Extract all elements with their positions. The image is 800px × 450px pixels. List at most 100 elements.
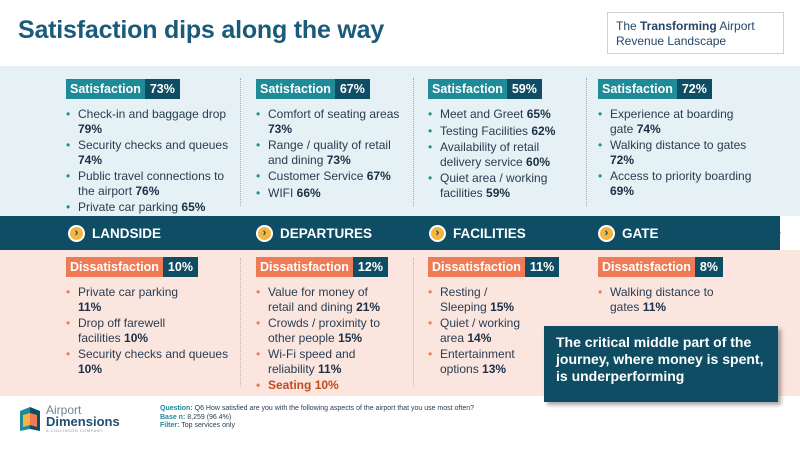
footnote-filter-label: Filter: (160, 422, 180, 429)
badge-percent: 73% (144, 79, 180, 99)
badge-percent: 12% (352, 257, 388, 277)
item-value: 21% (356, 299, 381, 314)
satisfaction-list: Comfort of seating areas 73% Range / qua… (256, 107, 406, 200)
item-text: Customer Service (268, 169, 364, 183)
gate-satisfaction: Satisfaction 72% Experience at boarding g… (598, 79, 758, 200)
item-text: Quiet area / working facilities (440, 171, 548, 200)
list-item: Meet and Greet 65% (428, 107, 578, 122)
badge-label: Dissatisfaction (598, 257, 695, 277)
list-item: Entertainment options 13% (428, 347, 528, 376)
column-divider (413, 258, 414, 386)
badge-label: Satisfaction (66, 79, 145, 99)
list-item: Range / quality of retail and dining 73% (256, 138, 406, 167)
footnote: Question: Q6 How satisfied are you with … (160, 405, 474, 431)
list-item: Comfort of seating areas 73% (256, 107, 406, 136)
item-value: 74% (636, 121, 661, 136)
badge-percent: 59% (506, 79, 542, 99)
column-divider (413, 78, 414, 206)
chevron-right-icon: › (256, 224, 273, 242)
badge-label: Satisfaction (428, 79, 507, 99)
dissatisfaction-list: Resting / Sleeping 15% Quiet / working a… (428, 285, 528, 376)
list-item: WIFI 66% (256, 186, 406, 201)
item-value: 76% (135, 183, 160, 198)
item-text: WIFI (268, 185, 294, 200)
list-item: Private car parking 65% (66, 200, 244, 215)
item-text: Walking distance to gates (610, 285, 714, 314)
list-item: Public travel connections to the airport… (66, 169, 244, 198)
chevron-right-icon: › (68, 224, 85, 242)
item-text: Security checks and queues (78, 138, 229, 152)
footnote-base-label: Base n: (160, 413, 186, 421)
column-divider (586, 78, 587, 206)
list-item: Quiet area / working facilities 59% (428, 171, 578, 200)
item-text: Entertainment options (440, 347, 515, 376)
badge-label: Satisfaction (598, 79, 677, 99)
item-value: 74% (78, 152, 103, 167)
callout-box: The critical middle part of the journey,… (544, 326, 778, 402)
logo-text-dimensions: Dimensions (46, 414, 120, 429)
satisfaction-badge: Satisfaction 67% (256, 79, 370, 99)
column-divider (240, 258, 241, 386)
satisfaction-badge: Satisfaction 73% (66, 79, 180, 99)
badge-label: Dissatisfaction (428, 257, 525, 277)
item-text: Testing Facilities (440, 123, 529, 138)
list-item: Walking distance to gates 11% (598, 285, 728, 314)
item-value: 67% (366, 169, 391, 183)
item-value: 14% (467, 330, 492, 345)
subtitle-suffix: Airport (716, 19, 755, 33)
item-text: Seating (268, 378, 312, 392)
list-item: Crowds / proximity to other people 15% (256, 316, 396, 345)
item-value: 11% (78, 299, 102, 314)
badge-percent: 8% (694, 257, 723, 277)
list-item: Customer Service 67% (256, 169, 406, 184)
item-text: Experience at boarding gate (610, 107, 734, 136)
item-text: Drop off farewell facilities (78, 316, 166, 345)
journey-arrow (0, 216, 780, 250)
subtitle-prefix: The (616, 19, 641, 33)
footnote-base: 8,259 (96.4%) (187, 413, 232, 421)
item-text: Resting / Sleeping (440, 285, 488, 314)
satisfaction-list: Experience at boarding gate 74% Walking … (598, 107, 758, 198)
item-text: Value for money of retail and dining (268, 285, 368, 314)
dissatisfaction-list: Walking distance to gates 11% (598, 285, 728, 314)
satisfaction-list: Meet and Greet 65% Testing Facilities 62… (428, 107, 578, 200)
item-value: 10% (78, 361, 103, 376)
dissatisfaction-badge: Dissatisfaction 11% (428, 257, 560, 277)
list-item: Seating 10% (256, 378, 396, 393)
badge-label: Dissatisfaction (256, 257, 353, 277)
item-value: 62% (531, 123, 556, 138)
list-item: Security checks and queues 10% (66, 347, 244, 376)
item-value: 72% (610, 152, 635, 167)
list-item: Wi-Fi speed and reliability 11% (256, 347, 396, 376)
item-value: 65% (526, 107, 551, 121)
item-value: 66% (296, 185, 321, 200)
stage-label: GATE (622, 225, 659, 241)
item-text: Access to priority boarding (610, 169, 752, 183)
stage-landside: › LANDSIDE (68, 222, 161, 244)
badge-percent: 11% (524, 257, 560, 277)
subtitle-bold: Transforming (640, 19, 717, 33)
list-item: Security checks and queues 74% (66, 138, 244, 167)
footnote-question: Q6 How satisfied are you with the follow… (194, 405, 474, 412)
badge-label: Dissatisfaction (66, 257, 163, 277)
item-value: 73% (326, 152, 351, 167)
item-text: Comfort of seating areas (268, 107, 400, 121)
badge-percent: 10% (162, 257, 198, 277)
dissatisfaction-badge: Dissatisfaction 10% (66, 257, 198, 277)
item-text: Private car parking (78, 285, 179, 299)
dissatisfaction-badge: Dissatisfaction 12% (256, 257, 388, 277)
list-item: Availability of retail delivery service … (428, 140, 578, 169)
stage-label: LANDSIDE (92, 225, 162, 241)
